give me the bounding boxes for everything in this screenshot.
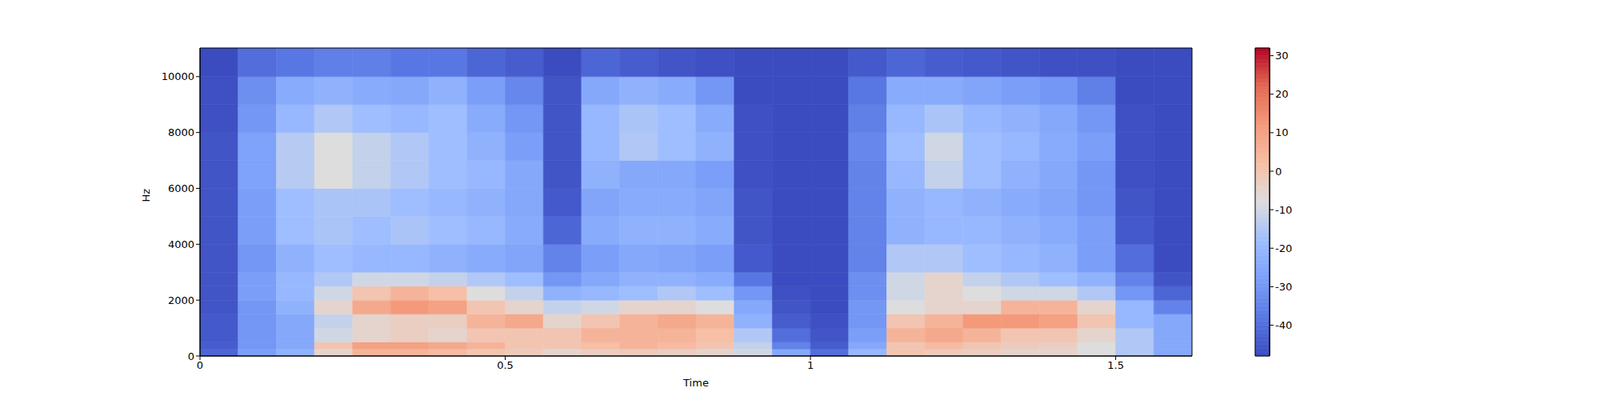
svg-text:0: 0 [1275,165,1282,178]
svg-text:10: 10 [1275,126,1289,139]
svg-text:4000: 4000 [168,238,195,251]
svg-text:8000: 8000 [168,126,195,139]
svg-text:-10: -10 [1275,204,1292,216]
svg-text:10000: 10000 [161,70,195,83]
svg-text:-30: -30 [1275,280,1292,293]
svg-text:1: 1 [807,359,814,372]
svg-text:Hz: Hz [140,188,152,203]
svg-text:0: 0 [196,359,204,372]
svg-text:Time: Time [682,376,709,389]
svg-text:20: 20 [1275,88,1289,100]
svg-text:1.5: 1.5 [1107,359,1124,372]
svg-text:0: 0 [188,350,195,363]
svg-text:-20: -20 [1275,242,1292,255]
svg-text:2000: 2000 [168,294,195,307]
svg-text:30: 30 [1275,49,1289,62]
svg-text:-40: -40 [1275,319,1292,332]
svg-text:0.5: 0.5 [496,359,514,372]
svg-text:6000: 6000 [168,182,195,195]
